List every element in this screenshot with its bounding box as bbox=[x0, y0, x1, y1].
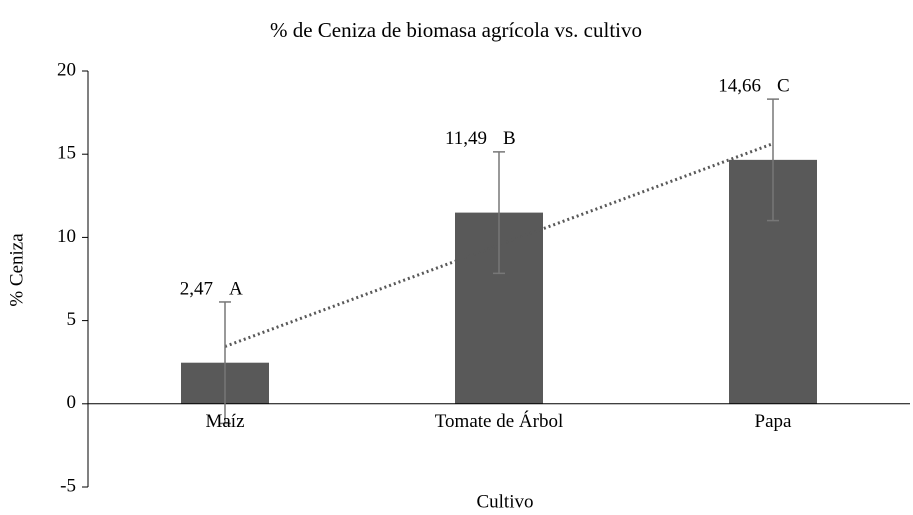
y-tick-label: 0 bbox=[67, 392, 77, 413]
group-letter: C bbox=[777, 75, 790, 96]
y-tick-label: 10 bbox=[57, 226, 76, 247]
group-letter: B bbox=[503, 128, 516, 149]
data-label: 14,66 bbox=[718, 75, 761, 96]
x-axis-label: Cultivo bbox=[476, 491, 533, 512]
y-axis-label: % Ceniza bbox=[6, 233, 27, 307]
x-tick-label: Papa bbox=[755, 411, 793, 432]
trendline bbox=[224, 142, 774, 348]
x-tick-label: Tomate de Árbol bbox=[435, 410, 563, 432]
y-tick-label: 15 bbox=[57, 143, 76, 164]
y-tick-label: 20 bbox=[57, 59, 76, 80]
chart-title: % de Ceniza de biomasa agrícola vs. cult… bbox=[270, 18, 642, 42]
data-label: 2,47 bbox=[180, 278, 213, 299]
y-tick-label: 5 bbox=[67, 309, 77, 330]
y-tick-label: -5 bbox=[60, 475, 76, 496]
x-tick-label: Maíz bbox=[205, 411, 244, 432]
group-letter: A bbox=[229, 278, 243, 299]
data-label: 11,49 bbox=[445, 128, 487, 149]
